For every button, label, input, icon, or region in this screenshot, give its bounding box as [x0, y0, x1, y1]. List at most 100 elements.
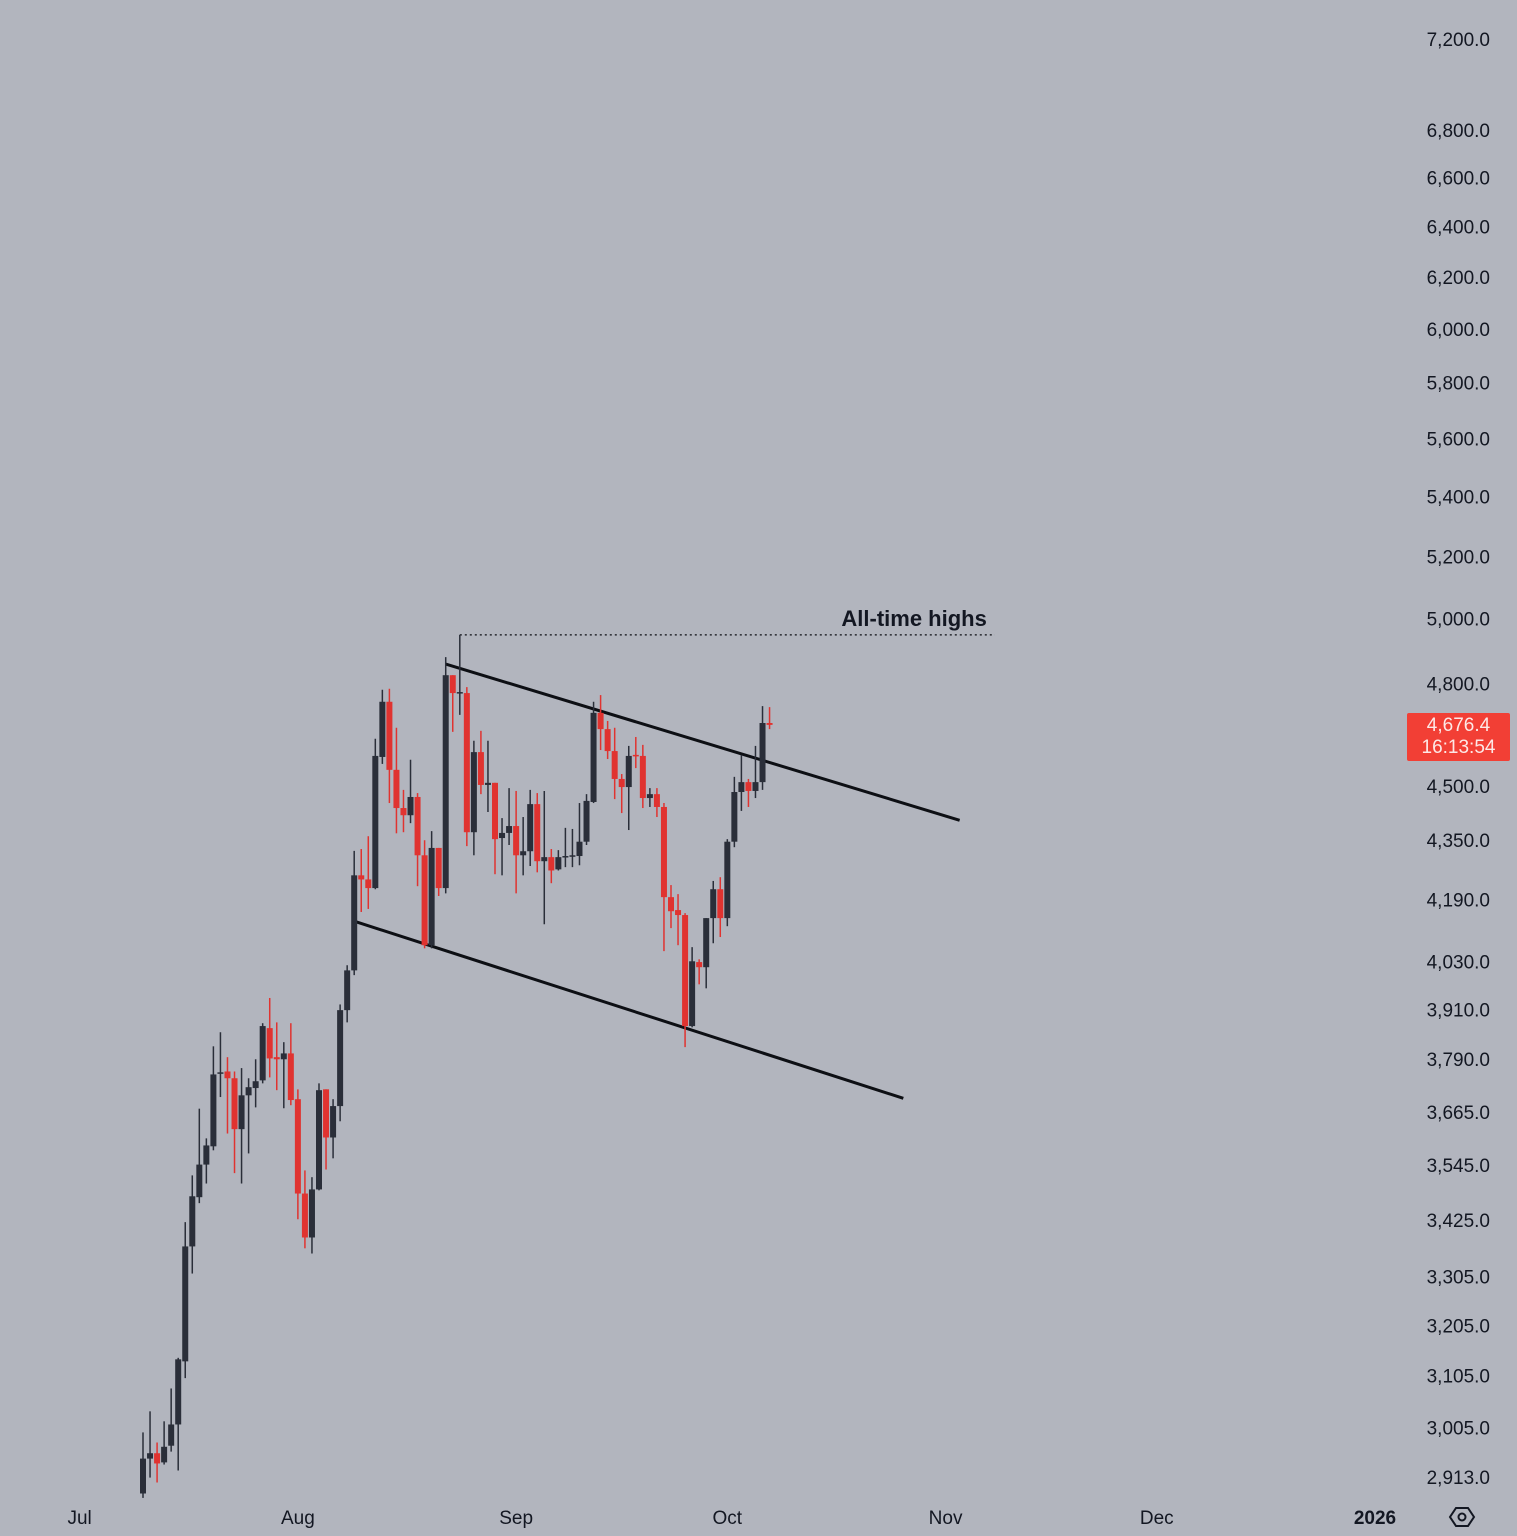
- candle-body: [618, 778, 625, 788]
- candle-body: [562, 856, 569, 858]
- y-tick-label: 3,105.0: [1427, 1367, 1490, 1388]
- candle-body: [576, 841, 583, 857]
- candle-2025-09-07: [555, 850, 562, 871]
- candle-2025-09-25: [682, 913, 689, 1048]
- candle-body: [520, 851, 527, 856]
- candle-body: [660, 806, 667, 898]
- candle-2025-08-08: [344, 965, 351, 1023]
- candle-2025-09-21: [653, 788, 660, 818]
- candle-body: [625, 755, 632, 788]
- y-tick-label: 5,200.0: [1427, 547, 1490, 568]
- y-tick-label: 5,600.0: [1427, 430, 1490, 451]
- candle-2025-07-15: [175, 1357, 182, 1471]
- candle-body: [154, 1453, 161, 1464]
- candle-2025-08-31: [506, 788, 513, 845]
- candle-body: [689, 961, 696, 1027]
- y-tick-label: 6,600.0: [1427, 168, 1490, 189]
- y-tick-label: 3,665.0: [1427, 1103, 1490, 1124]
- candle-body: [470, 752, 477, 833]
- y-tick-label: 4,500.0: [1427, 777, 1490, 798]
- candle-2025-10-05: [752, 745, 759, 799]
- candle-2025-08-10: [358, 849, 365, 912]
- candle-2025-09-10: [576, 803, 583, 866]
- candle-2025-08-23: [449, 675, 456, 732]
- candle-2025-07-11: [147, 1411, 154, 1478]
- candle-2025-08-16: [400, 789, 407, 833]
- candle-2025-10-03: [738, 754, 745, 811]
- y-tick-label: 4,190.0: [1427, 890, 1490, 911]
- candles-layer: [140, 634, 773, 1498]
- candle-2025-09-22: [660, 803, 667, 952]
- candle-2025-10-02: [731, 776, 738, 848]
- candle-2025-08-05: [323, 1089, 330, 1170]
- candle-body: [337, 1010, 344, 1107]
- axis-settings-button[interactable]: [1448, 1503, 1476, 1531]
- x-tick-label: Dec: [1140, 1508, 1174, 1529]
- candle-body: [506, 826, 513, 833]
- settings-hexagon-icon: [1448, 1507, 1476, 1527]
- y-tick-label: 3,545.0: [1427, 1156, 1490, 1177]
- candle-2025-07-16: [182, 1222, 189, 1379]
- candle-2025-08-02: [301, 1170, 308, 1249]
- candle-body: [182, 1246, 189, 1362]
- candle-2025-09-20: [646, 788, 653, 807]
- time-axis[interactable]: Jul Aug Sep Oct Nov Dec 2026: [67, 1508, 1396, 1529]
- candle-body: [175, 1359, 182, 1425]
- candle-body: [463, 693, 470, 833]
- candle-body: [224, 1071, 231, 1079]
- candle-body: [316, 1090, 322, 1190]
- y-tick-label: 4,800.0: [1427, 674, 1490, 695]
- candle-2025-08-26: [470, 740, 477, 856]
- y-tick-label: 6,800.0: [1427, 121, 1490, 142]
- candle-body: [238, 1095, 245, 1130]
- x-tick-label: 2026: [1354, 1508, 1396, 1529]
- y-tick-label: 3,910.0: [1427, 1000, 1490, 1021]
- candle-body: [308, 1189, 315, 1238]
- candle-body: [301, 1193, 308, 1238]
- candle-body: [731, 792, 738, 842]
- candle-body: [294, 1099, 301, 1194]
- candle-2025-08-06: [330, 1099, 337, 1159]
- x-tick-label: Sep: [499, 1508, 533, 1529]
- candle-body: [541, 857, 548, 862]
- x-tick-label: Jul: [67, 1508, 91, 1529]
- candle-2025-09-01: [513, 790, 520, 894]
- candle-2025-07-29: [273, 1022, 280, 1091]
- candle-2025-09-19: [639, 744, 646, 809]
- y-tick-label: 6,200.0: [1427, 268, 1490, 289]
- y-tick-label: 3,425.0: [1427, 1211, 1490, 1232]
- candle-body: [639, 755, 646, 799]
- candle-body: [351, 875, 358, 971]
- candle-body: [189, 1196, 196, 1247]
- candle-2025-10-04: [745, 778, 752, 807]
- candle-body: [287, 1053, 294, 1101]
- candle-body: [583, 800, 590, 842]
- candle-body: [766, 722, 773, 725]
- candle-body: [217, 1072, 224, 1074]
- candle-2025-07-30: [280, 1042, 287, 1109]
- candle-2025-09-13: [597, 695, 604, 751]
- candle-2025-10-06: [759, 706, 766, 790]
- candle-body: [696, 962, 703, 968]
- candle-body: [379, 701, 386, 757]
- candle-2025-07-17: [189, 1175, 196, 1274]
- candle-body: [555, 857, 562, 870]
- candle-2025-09-05: [541, 790, 548, 925]
- candle-2025-08-03: [308, 1177, 315, 1254]
- candle-2025-09-03: [527, 789, 534, 867]
- candle-body: [266, 1028, 273, 1059]
- candle-2025-09-26: [689, 947, 696, 1028]
- candle-body: [477, 752, 484, 785]
- candle-2025-09-30: [717, 877, 724, 938]
- candle-2025-08-25: [463, 687, 470, 847]
- candle-2025-08-19: [421, 840, 428, 949]
- candle-body: [752, 782, 759, 791]
- candle-body: [273, 1057, 280, 1060]
- candle-body: [168, 1424, 175, 1446]
- candle-body: [745, 782, 752, 791]
- candle-body: [513, 826, 520, 856]
- x-tick-label: Oct: [713, 1508, 743, 1529]
- price-axis[interactable]: 7,200.0 6,800.0 6,600.0 6,400.0 6,200.0 6,000…: [1427, 30, 1490, 1489]
- candle-body: [435, 847, 442, 889]
